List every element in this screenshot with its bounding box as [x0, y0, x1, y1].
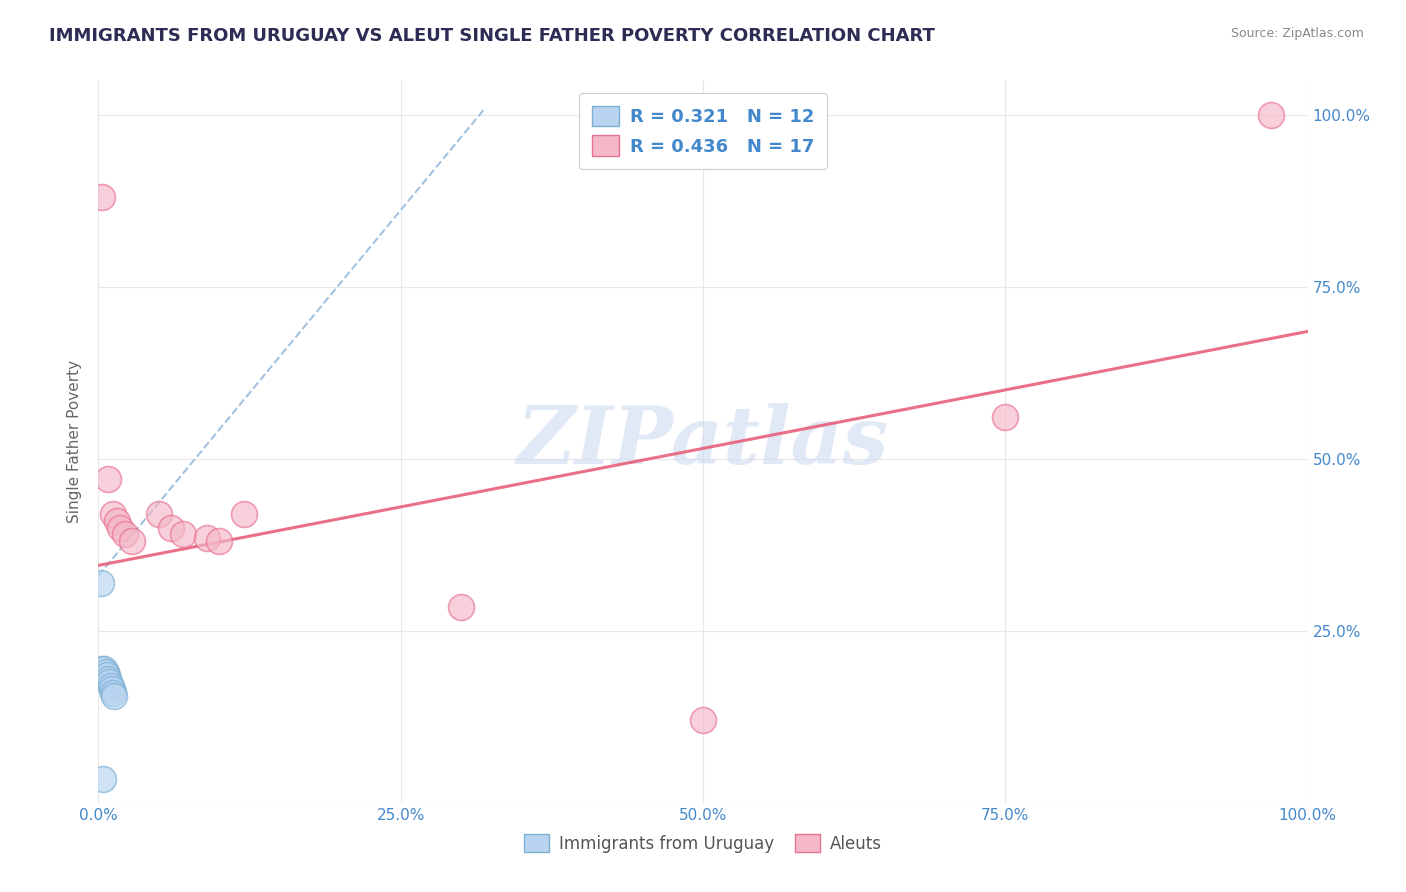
Point: [994, 410, 1017, 425]
Point: [91, 662, 114, 676]
Point: [96, 668, 118, 682]
Point: [97, 672, 120, 686]
Point: [692, 713, 714, 727]
Point: [98, 675, 121, 690]
Text: IMMIGRANTS FROM URUGUAY VS ALEUT SINGLE FATHER POVERTY CORRELATION CHART: IMMIGRANTS FROM URUGUAY VS ALEUT SINGLE …: [49, 27, 935, 45]
Text: Source: ZipAtlas.com: Source: ZipAtlas.com: [1230, 27, 1364, 40]
Point: [114, 527, 136, 541]
Point: [90, 575, 112, 590]
Point: [103, 689, 125, 703]
Point: [100, 682, 122, 697]
Point: [91, 190, 114, 204]
Point: [121, 534, 143, 549]
Legend: Immigrants from Uruguay, Aleuts: Immigrants from Uruguay, Aleuts: [517, 828, 889, 860]
Point: [108, 520, 131, 534]
Point: [450, 599, 472, 614]
Point: [101, 686, 124, 700]
Point: [160, 520, 183, 534]
Point: [232, 507, 254, 521]
Point: [1260, 108, 1282, 122]
Point: [97, 472, 120, 486]
Point: [100, 679, 122, 693]
Point: [101, 507, 124, 521]
Point: [91, 772, 114, 786]
Point: [94, 665, 117, 679]
Point: [172, 527, 194, 541]
Text: ZIPatlas: ZIPatlas: [517, 403, 889, 480]
Y-axis label: Single Father Poverty: Single Father Poverty: [67, 360, 83, 523]
Point: [105, 514, 128, 528]
Point: [195, 531, 218, 545]
Point: [208, 534, 231, 549]
Point: [93, 662, 115, 676]
Point: [148, 507, 170, 521]
